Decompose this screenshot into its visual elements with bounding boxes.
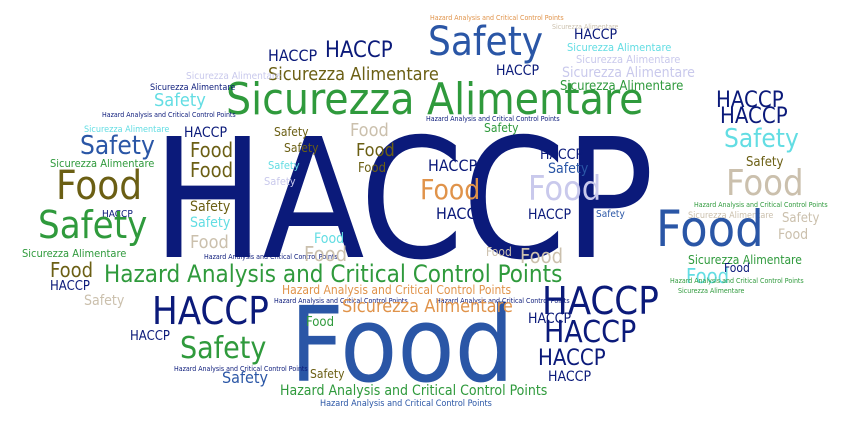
word-haccp: HACCP bbox=[50, 279, 90, 294]
word-haccp: HACCP bbox=[528, 311, 572, 327]
word-sicurezza-alimentare: Sicurezza Alimentare bbox=[552, 23, 619, 31]
word-hazard-analysis: Hazard Analysis and Critical Control Poi… bbox=[104, 260, 563, 288]
word-haccp: HACCP bbox=[496, 63, 540, 79]
word-sicurezza-alimentare: Sicurezza Alimentare bbox=[84, 125, 170, 135]
word-safety: Safety bbox=[310, 367, 345, 381]
word-safety: Safety bbox=[38, 203, 148, 247]
word-safety: Safety bbox=[724, 124, 799, 154]
word-safety: Safety bbox=[80, 131, 155, 161]
word-sicurezza-alimentare: Sicurezza Alimentare bbox=[268, 64, 439, 85]
word-haccp: HACCP bbox=[528, 207, 572, 223]
word-haccp: HACCP bbox=[542, 279, 659, 323]
word-sicurezza-alimentare: Sicurezza Alimentare bbox=[567, 41, 672, 54]
word-food: Food bbox=[56, 163, 143, 209]
word-food: Food bbox=[528, 169, 602, 209]
word-haccp: HACCP bbox=[268, 46, 318, 65]
word-haccp: HACCP bbox=[428, 156, 478, 175]
word-haccp: HACCP bbox=[325, 38, 393, 63]
word-safety: Safety bbox=[548, 161, 589, 177]
word-haccp: HACCP bbox=[540, 147, 584, 163]
word-haccp: HACCP bbox=[130, 329, 170, 344]
word-safety: Safety bbox=[190, 199, 231, 215]
word-haccp: HACCP bbox=[152, 104, 654, 297]
word-safety: Safety bbox=[782, 211, 820, 226]
word-safety: Safety bbox=[596, 209, 625, 220]
word-haccp: HACCP bbox=[574, 27, 618, 43]
word-sicurezza-alimentare: Sicurezza Alimentare bbox=[22, 247, 127, 260]
word-haccp: HACCP bbox=[544, 315, 637, 350]
word-hazard-analysis: Hazard Analysis and Critical Control Poi… bbox=[174, 365, 308, 373]
word-hazard-analysis: Hazard Analysis and Critical Control Poi… bbox=[204, 253, 338, 261]
word-food: Food bbox=[420, 173, 481, 206]
word-food: Food bbox=[726, 163, 804, 204]
word-food: Food bbox=[314, 231, 345, 247]
word-safety: Safety bbox=[154, 90, 206, 111]
word-hazard-analysis: Hazard Analysis and Critical Control Poi… bbox=[282, 283, 512, 297]
word-food: Food bbox=[724, 261, 750, 275]
word-food: Food bbox=[686, 264, 730, 288]
word-food: Food bbox=[486, 245, 512, 259]
word-safety: Safety bbox=[222, 368, 269, 387]
word-safety: Safety bbox=[84, 293, 125, 309]
word-sicurezza-alimentare: Sicurezza Alimentare bbox=[50, 157, 155, 170]
word-sicurezza-alimentare: Sicurezza Alimentare bbox=[576, 53, 681, 66]
word-food: Food bbox=[356, 140, 395, 161]
word-sicurezza-alimentare: Sicurezza Alimentare bbox=[678, 287, 745, 295]
word-food: Food bbox=[306, 315, 334, 330]
word-haccp: HACCP bbox=[716, 88, 784, 113]
word-sicurezza-alimentare: Sicurezza Alimentare bbox=[342, 296, 513, 317]
word-hazard-analysis: Hazard Analysis and Critical Control Poi… bbox=[426, 115, 560, 123]
word-haccp: HACCP bbox=[538, 346, 606, 371]
word-sicurezza-alimentare: Sicurezza Alimentare bbox=[688, 253, 802, 267]
word-hazard-analysis: Hazard Analysis and Critical Control Poi… bbox=[320, 399, 492, 409]
word-haccp: HACCP bbox=[548, 369, 592, 385]
word-food: Food bbox=[656, 200, 764, 258]
word-hazard-analysis: Hazard Analysis and Critical Control Poi… bbox=[280, 383, 548, 399]
word-hazard-analysis: Hazard Analysis and Critical Control Poi… bbox=[694, 201, 828, 209]
word-hazard-analysis: Hazard Analysis and Critical Control Poi… bbox=[102, 111, 236, 119]
word-food: Food bbox=[50, 258, 94, 282]
word-safety: Safety bbox=[284, 141, 319, 155]
word-safety: Safety bbox=[274, 125, 309, 139]
word-sicurezza-alimentare: Sicurezza Alimentare bbox=[560, 79, 684, 94]
word-haccp: HACCP bbox=[184, 125, 228, 141]
word-sicurezza-alimentare: Sicurezza Alimentare bbox=[150, 83, 236, 93]
word-sicurezza-alimentare: Sicurezza Alimentare bbox=[688, 211, 774, 221]
word-food: Food bbox=[304, 242, 348, 266]
word-food: Food bbox=[350, 120, 389, 141]
word-food: Food bbox=[190, 232, 229, 253]
word-safety: Safety bbox=[746, 155, 784, 170]
word-food: Food bbox=[358, 161, 386, 176]
word-haccp: HACCP bbox=[720, 104, 788, 129]
word-safety: Safety bbox=[428, 19, 544, 65]
word-haccp: HACCP bbox=[102, 209, 133, 220]
word-haccp: HACCP bbox=[152, 289, 269, 333]
word-hazard-analysis: Hazard Analysis and Critical Control Poi… bbox=[430, 14, 564, 22]
word-sicurezza-alimentare: Sicurezza Alimentare bbox=[226, 74, 644, 125]
word-hazard-analysis: Hazard Analysis and Critical Control Poi… bbox=[436, 297, 570, 305]
word-safety: Safety bbox=[268, 159, 300, 172]
word-sicurezza-alimentare: Sicurezza Alimentare bbox=[186, 71, 281, 82]
word-food: Food bbox=[190, 138, 234, 162]
word-safety: Safety bbox=[190, 215, 231, 231]
word-food: Food bbox=[190, 158, 234, 182]
word-safety: Safety bbox=[180, 331, 267, 366]
word-food: Food bbox=[290, 284, 514, 406]
word-food: Food bbox=[520, 244, 564, 268]
word-sicurezza-alimentare: Sicurezza Alimentare bbox=[562, 65, 695, 81]
word-safety: Safety bbox=[264, 175, 296, 188]
word-hazard-analysis: Hazard Analysis and Critical Control Poi… bbox=[670, 277, 804, 285]
word-hazard-analysis: Hazard Analysis and Critical Control Poi… bbox=[274, 297, 408, 305]
word-haccp: HACCP bbox=[436, 204, 486, 223]
word-food: Food bbox=[778, 227, 809, 243]
word-safety: Safety bbox=[484, 121, 519, 135]
